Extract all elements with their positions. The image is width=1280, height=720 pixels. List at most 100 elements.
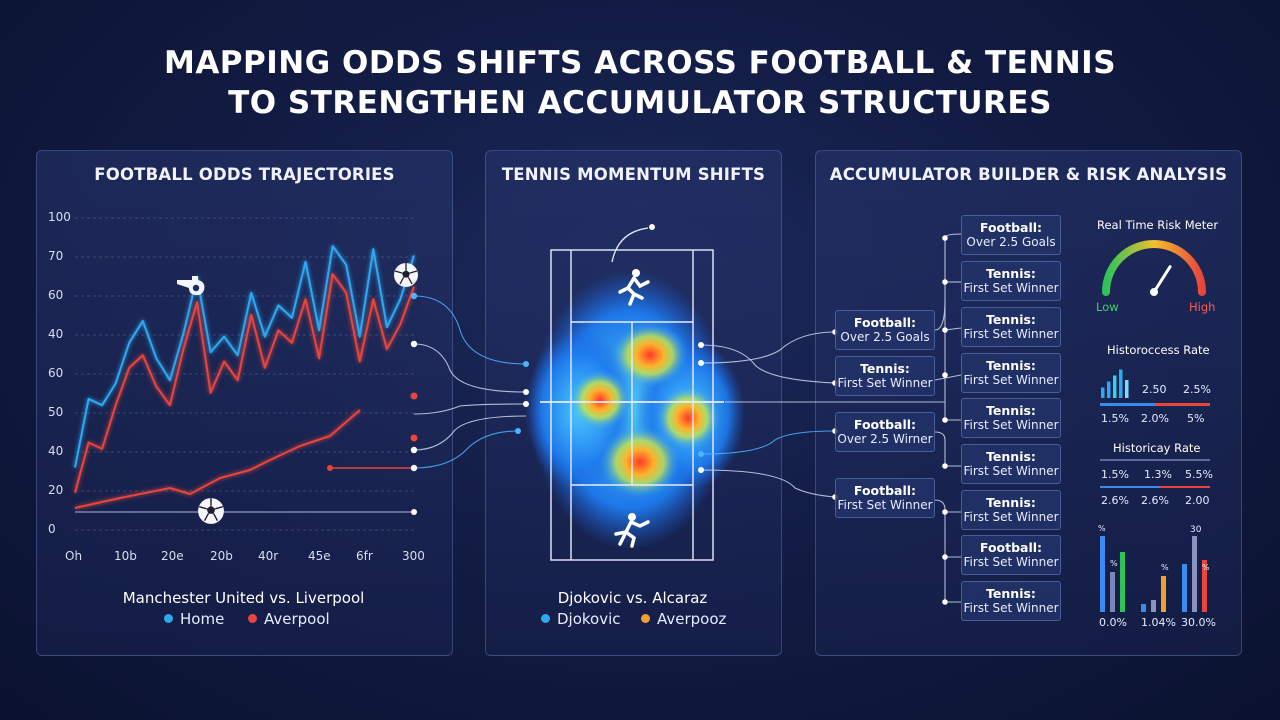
selection-sport: Tennis: bbox=[986, 403, 1036, 418]
leg-market: First Set Winner bbox=[837, 376, 933, 390]
x-tick-label: 45e bbox=[308, 549, 331, 563]
success-rate-value: 2.50 bbox=[1142, 383, 1167, 396]
success-rate-value: 1.5% bbox=[1101, 412, 1129, 425]
y-tick-label: 60 bbox=[48, 288, 64, 302]
y-tick-label: 20 bbox=[48, 483, 64, 497]
accumulator-leg-card[interactable]: Football: Over 2.5 Goals bbox=[835, 310, 935, 350]
tennis-player-icon bbox=[614, 268, 654, 310]
key-rate-value: 2.00 bbox=[1185, 494, 1210, 507]
selection-sport: Tennis: bbox=[986, 266, 1036, 281]
leg-market: Over 2.5 Goals bbox=[840, 330, 930, 344]
x-tick-label: 20b bbox=[210, 549, 233, 563]
y-tick-label: 60 bbox=[48, 366, 64, 380]
bar-bottom-label: 30.0% bbox=[1181, 616, 1216, 629]
x-tick-label: 20e bbox=[161, 549, 184, 563]
accumulator-panel-title: ACCUMULATOR BUILDER & RISK ANALYSIS bbox=[829, 165, 1228, 184]
football-match-caption: Manchester United vs. Liverpool bbox=[122, 589, 365, 607]
y-tick-label: 70 bbox=[48, 249, 64, 263]
accumulator-leg-card[interactable]: Football: Over 2.5 Wirner bbox=[835, 412, 935, 452]
accumulator-leg-card[interactable]: Tennis: First Set Winner bbox=[835, 356, 935, 396]
legend-djokovic-swatch bbox=[541, 614, 550, 623]
bar-top-label: % bbox=[1161, 563, 1169, 572]
selection-market: First Set Winner bbox=[963, 418, 1059, 432]
bar-bottom-label: 0.0% bbox=[1099, 616, 1127, 629]
selection-market: Over 2.5 Goals bbox=[966, 235, 1056, 249]
leg-market: Over 2.5 Wirner bbox=[837, 432, 933, 446]
risk-meter-high-label: High bbox=[1189, 300, 1216, 314]
soccer-ball-icon bbox=[393, 262, 419, 292]
legend-djokovic-label: Djokovic bbox=[557, 610, 621, 628]
tennis-legend-player-2: Averpooz bbox=[641, 610, 726, 628]
tennis-panel-title: TENNIS MOMENTUM SHIFTS bbox=[501, 165, 766, 184]
tennis-legend-player-1: Djokovic bbox=[541, 610, 621, 628]
football-panel-title: FOOTBALL ODDS TRAJECTORIES bbox=[94, 165, 395, 184]
success-rate-title: Historoccess Rate bbox=[1107, 343, 1210, 357]
selection-sport: Tennis: bbox=[986, 449, 1036, 464]
success-rate-value: 5% bbox=[1187, 412, 1205, 425]
bar-top-label: % bbox=[1110, 559, 1118, 568]
leg-sport: Football: bbox=[853, 315, 917, 330]
selection-sport: Tennis: bbox=[986, 586, 1036, 601]
y-tick-label: 50 bbox=[48, 405, 64, 419]
accumulator-selection-card[interactable]: Tennis: First Set Winner bbox=[961, 398, 1061, 438]
main-title-line-1: MAPPING ODDS SHIFTS ACROSS FOOTBALL & TE… bbox=[163, 45, 1117, 81]
y-tick-label: 40 bbox=[48, 327, 64, 341]
football-legend-home: Home bbox=[164, 610, 224, 628]
y-tick-label: 100 bbox=[48, 210, 71, 224]
success-rate-value: 2.0% bbox=[1141, 412, 1169, 425]
bar-top-label: % bbox=[1098, 524, 1106, 533]
soccer-ball-icon bbox=[197, 497, 225, 529]
whistle-icon bbox=[174, 274, 208, 302]
accumulator-selection-card[interactable]: Football: First Set Winner bbox=[961, 535, 1061, 575]
accumulator-selection-card[interactable]: Tennis: First Set Winner bbox=[961, 581, 1061, 621]
legend-alcaraz-swatch bbox=[641, 614, 650, 623]
selection-sport: Tennis: bbox=[986, 358, 1036, 373]
legend-home-label: Home bbox=[180, 610, 225, 628]
tennis-panel: TENNIS MOMENTUM SHIFTS bbox=[485, 150, 782, 656]
accumulator-selection-card[interactable]: Tennis: First Set Winner bbox=[961, 307, 1061, 347]
key-rate-value: 1.3% bbox=[1144, 468, 1172, 481]
bar-top-label: % bbox=[1202, 563, 1210, 572]
tennis-player-icon bbox=[612, 512, 652, 552]
x-tick-label: 10b bbox=[114, 549, 137, 563]
x-tick-label: 6fr bbox=[356, 549, 373, 563]
football-legend-away: Averpool bbox=[248, 610, 330, 628]
football-panel: FOOTBALL ODDS TRAJECTORIES bbox=[36, 150, 453, 656]
bar-bottom-label: 1.04% bbox=[1141, 616, 1176, 629]
key-rate-value: 2.6% bbox=[1101, 494, 1129, 507]
accumulator-selection-card[interactable]: Football: Over 2.5 Goals bbox=[961, 215, 1061, 255]
legend-away-label: Averpool bbox=[264, 610, 330, 628]
selection-market: First Set Winner bbox=[963, 373, 1059, 387]
key-rate-value: 2.6% bbox=[1141, 494, 1169, 507]
leg-sport: Football: bbox=[853, 417, 917, 432]
success-rate-value: 2.5% bbox=[1183, 383, 1211, 396]
selection-sport: Tennis: bbox=[986, 312, 1036, 327]
x-tick-label: 40r bbox=[258, 549, 279, 563]
key-rate-value: 5.5% bbox=[1185, 468, 1213, 481]
key-rate-value: 1.5% bbox=[1101, 468, 1129, 481]
legend-home-swatch bbox=[164, 614, 173, 623]
main-title-line-2: TO STRENGTHEN ACCUMULATOR STRUCTURES bbox=[228, 85, 1052, 121]
selection-sport: Tennis: bbox=[986, 495, 1036, 510]
y-tick-label: 0 bbox=[48, 522, 56, 536]
y-tick-label: 40 bbox=[48, 444, 64, 458]
x-tick-label: 300 bbox=[402, 549, 425, 563]
x-tick-label: Oh bbox=[65, 549, 83, 563]
selection-sport: Football: bbox=[979, 540, 1043, 555]
accumulator-leg-card[interactable]: Football: First Set Winner bbox=[835, 478, 935, 518]
risk-meter-low-label: Low bbox=[1096, 300, 1119, 314]
risk-meter-title: Real Time Risk Meter bbox=[1097, 218, 1219, 232]
accumulator-selection-card[interactable]: Tennis: First Set Winner bbox=[961, 353, 1061, 393]
tennis-match-caption: Djokovic vs. Alcaraz bbox=[557, 589, 708, 607]
key-rate-title: Historicay Rate bbox=[1113, 441, 1201, 455]
selection-market: First Set Winner bbox=[963, 464, 1059, 478]
accumulator-selection-card[interactable]: Tennis: First Set Winner bbox=[961, 261, 1061, 301]
selection-market: First Set Winner bbox=[963, 281, 1059, 295]
leg-market: First Set Winner bbox=[837, 498, 933, 512]
legend-away-swatch bbox=[248, 614, 257, 623]
leg-sport: Tennis: bbox=[860, 361, 910, 376]
accumulator-selection-card[interactable]: Tennis: First Set Winner bbox=[961, 444, 1061, 484]
accumulator-selection-card[interactable]: Tennis: First Set Winner bbox=[961, 490, 1061, 530]
selection-market: First Set Winner bbox=[963, 555, 1059, 569]
selection-sport: Football: bbox=[979, 220, 1043, 235]
